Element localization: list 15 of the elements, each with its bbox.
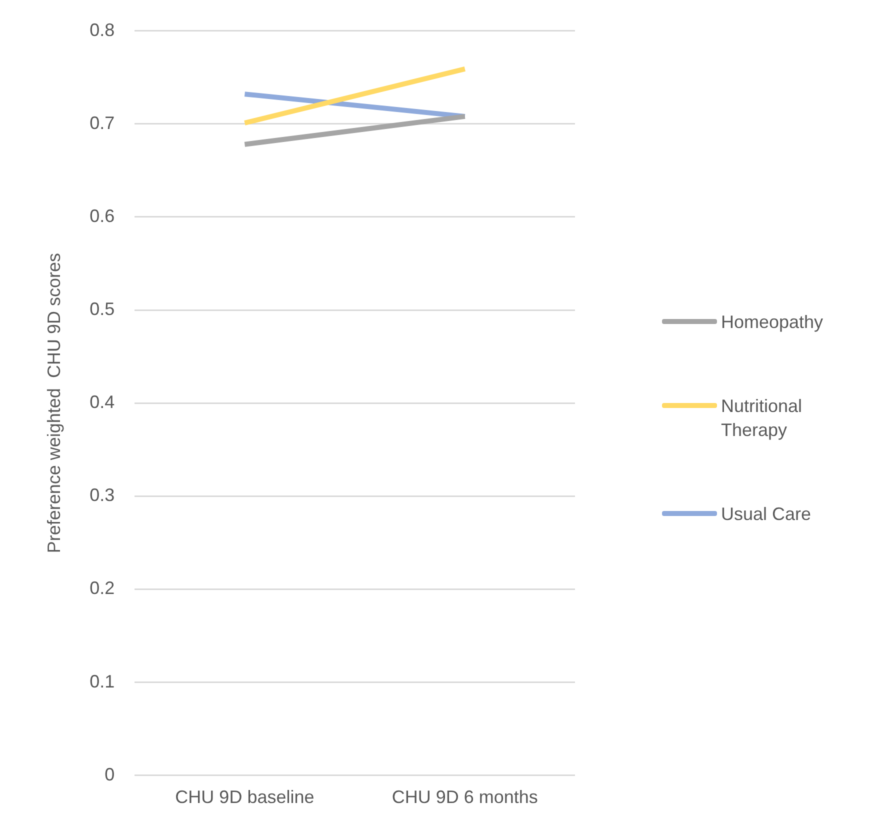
- y-axis-title: Preference weighted CHU 9D scores: [44, 253, 64, 554]
- y-tick-label: 0.3: [90, 485, 115, 506]
- y-tick-label: 0: [104, 764, 115, 784]
- legend-label: Usual Care: [721, 503, 812, 526]
- legend-label: Nutritional Therapy: [721, 395, 804, 442]
- y-tick-label: 0.6: [90, 206, 115, 226]
- y-tick-label: 0.8: [90, 20, 115, 40]
- legend-label: Homeopathy: [721, 311, 824, 334]
- y-tick-label: 0.4: [90, 392, 115, 412]
- y-tick-label: 0.7: [90, 112, 115, 133]
- x-tick-label: CHU 9D 6 months: [392, 787, 538, 808]
- y-tick-label: 0.5: [90, 298, 115, 319]
- y-tick-label: 0.2: [90, 578, 115, 598]
- y-tick-label: 0.1: [90, 671, 115, 692]
- x-tick-label: CHU 9D baseline: [175, 787, 314, 808]
